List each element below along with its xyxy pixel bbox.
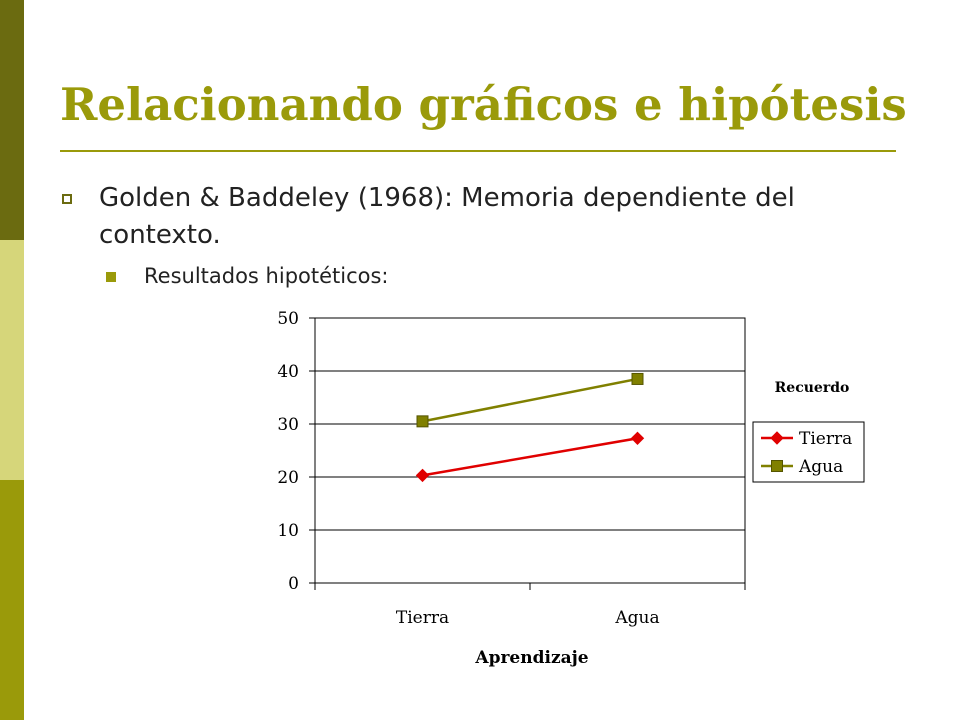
x-tick-label: Tierra <box>396 608 449 628</box>
legend-label: Agua <box>798 457 843 477</box>
y-tick-label: 50 <box>277 309 299 329</box>
data-point-tierra <box>630 431 645 446</box>
plot-area <box>314 317 746 584</box>
y-tick-label: 40 <box>277 362 299 382</box>
y-tick-label: 0 <box>288 574 299 594</box>
sidebar-stripe-middle <box>0 240 24 480</box>
bullet-level-1-text: Golden & Baddeley (1968): Memoria depend… <box>99 183 795 250</box>
legend-title: Recuerdo <box>775 380 850 396</box>
data-point-agua <box>631 372 644 385</box>
x-axis-title: Aprendizaje <box>474 648 588 668</box>
title-divider <box>60 150 896 152</box>
slide-title: Relacionando gráficos e hipótesis <box>60 78 907 131</box>
sidebar-stripe-bottom <box>0 480 24 720</box>
series-line-tierra <box>422 437 638 477</box>
y-tick-label: 20 <box>277 468 299 488</box>
filled-square-bullet-icon <box>106 272 116 282</box>
sidebar-stripe-top <box>0 0 24 240</box>
data-point-agua <box>416 415 429 428</box>
x-tick-label: Agua <box>614 608 659 628</box>
bullet-level-2-text: Resultados hipotéticos: <box>144 264 389 288</box>
series-line-agua <box>422 377 638 423</box>
legend-swatch-marker <box>771 460 783 472</box>
legend-label: Tierra <box>799 429 852 449</box>
legend-swatch-marker <box>770 431 784 445</box>
hollow-square-bullet-icon <box>62 194 72 204</box>
data-point-tierra <box>415 468 430 483</box>
y-tick-label: 30 <box>277 415 299 435</box>
y-tick-label: 10 <box>277 521 299 541</box>
